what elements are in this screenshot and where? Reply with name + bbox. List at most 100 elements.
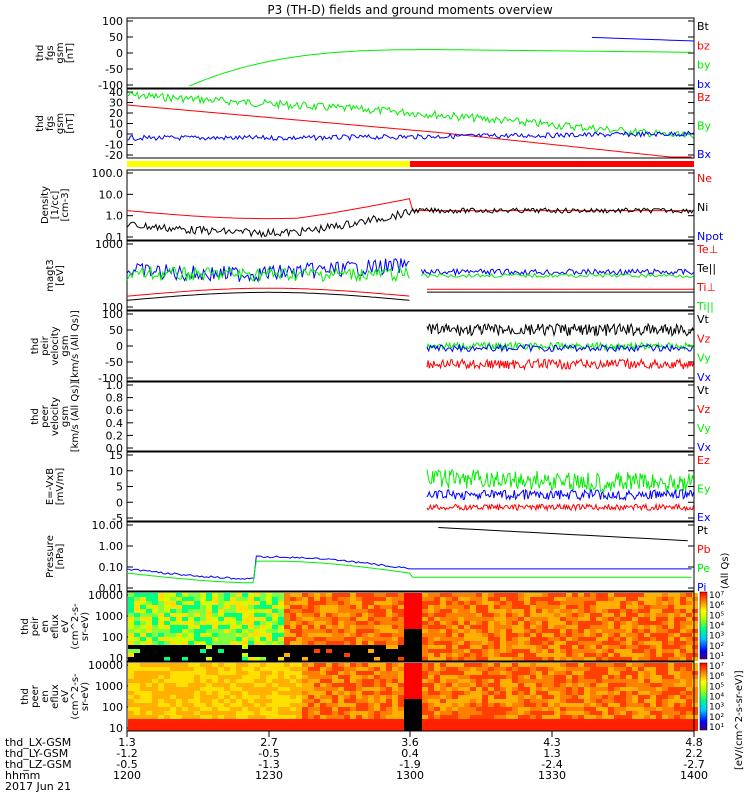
eflux-cell [668,715,674,719]
eflux-cell [524,621,530,625]
eflux-cell [476,719,482,723]
eflux-cell [140,723,146,727]
eflux-cell [284,723,290,727]
eflux-cell [188,649,194,653]
eflux-cell [368,723,374,727]
eflux-cell [200,715,206,719]
eflux-cell [386,601,392,605]
eflux-cell [584,649,590,653]
eflux-cell [590,617,596,621]
eflux-cell [494,593,500,597]
eflux-cell [440,605,446,609]
eflux-cell [476,637,482,641]
x-tick-label: -2.7 [683,758,704,771]
eflux-cell [614,695,620,699]
eflux-cell [446,593,452,597]
eflux-cell [542,671,548,675]
eflux-cell [656,621,662,625]
eflux-cell [500,601,506,605]
legend-Vt: Vt [697,313,710,326]
eflux-cell [290,699,296,703]
eflux-cell [176,675,182,679]
colorbar-top [699,591,708,660]
eflux-cell [458,683,464,687]
eflux-cell [632,687,638,691]
x-tick-label: 4.3 [543,736,561,749]
eflux-cell [536,723,542,727]
eflux-cell [194,687,200,691]
y-tick-label: 0 [116,496,123,509]
eflux-cell [158,679,164,683]
eflux-cell [674,699,680,703]
eflux-cell [194,633,200,637]
eflux-cell [554,715,560,719]
eflux-cell [620,641,626,645]
eflux-cell [578,679,584,683]
eflux-cell [584,703,590,707]
eflux-cell [482,695,488,699]
eflux-cell [596,707,602,711]
eflux-cell [296,715,302,719]
eflux-cell [152,687,158,691]
eflux-cell [470,621,476,625]
eflux-cell [656,703,662,707]
eflux-cell [182,711,188,715]
eflux-cell [284,667,290,671]
eflux-cell [146,641,152,645]
eflux-cell [554,727,560,731]
eflux-cell [410,657,416,661]
eflux-cell [482,719,488,723]
eflux-cell [638,715,644,719]
eflux-cell [284,675,290,679]
eflux-cell [296,723,302,727]
eflux-cell [392,633,398,637]
eflux-cell [344,707,350,711]
eflux-cell [656,597,662,601]
eflux-cell [494,707,500,711]
eflux-cell [200,613,206,617]
eflux-cell [446,727,452,731]
eflux-cell [248,719,254,723]
eflux-cell [584,657,590,661]
eflux-cell [518,715,524,719]
eflux-cell [140,597,146,601]
legend-bz: bz [697,39,710,52]
eflux-cell [680,605,686,609]
eflux-cell [476,593,482,597]
eflux-cell [338,699,344,703]
x-tick-label: 2.2 [685,747,703,760]
eflux-cell [302,597,308,601]
eflux-cell [446,625,452,629]
eflux-cell [236,703,242,707]
eflux-cell [332,621,338,625]
legend-Bt: Bt [697,20,710,33]
eflux-cell [266,703,272,707]
eflux-cell [224,621,230,625]
eflux-cell [332,703,338,707]
eflux-cell [554,691,560,695]
eflux-cell [302,601,308,605]
eflux-cell [566,691,572,695]
eflux-cell [158,617,164,621]
eflux-cell [284,695,290,699]
eflux-cell [260,707,266,711]
eflux-cell [290,609,296,613]
eflux-cell [572,633,578,637]
eflux-cell [236,649,242,653]
eflux-cell [188,699,194,703]
eflux-cell [590,645,596,649]
eflux-cell [200,597,206,601]
eflux-cell [548,679,554,683]
eflux-cell [428,663,434,667]
eflux-cell [386,683,392,687]
y-tick-label: 1.0 [106,379,124,392]
eflux-cell [392,641,398,645]
eflux-cell [290,707,296,711]
eflux-cell [542,597,548,601]
eflux-cell [536,605,542,609]
eflux-cell [188,609,194,613]
eflux-cell [482,699,488,703]
eflux-cell [560,707,566,711]
eflux-cell [470,675,476,679]
eflux-cell [188,653,194,657]
